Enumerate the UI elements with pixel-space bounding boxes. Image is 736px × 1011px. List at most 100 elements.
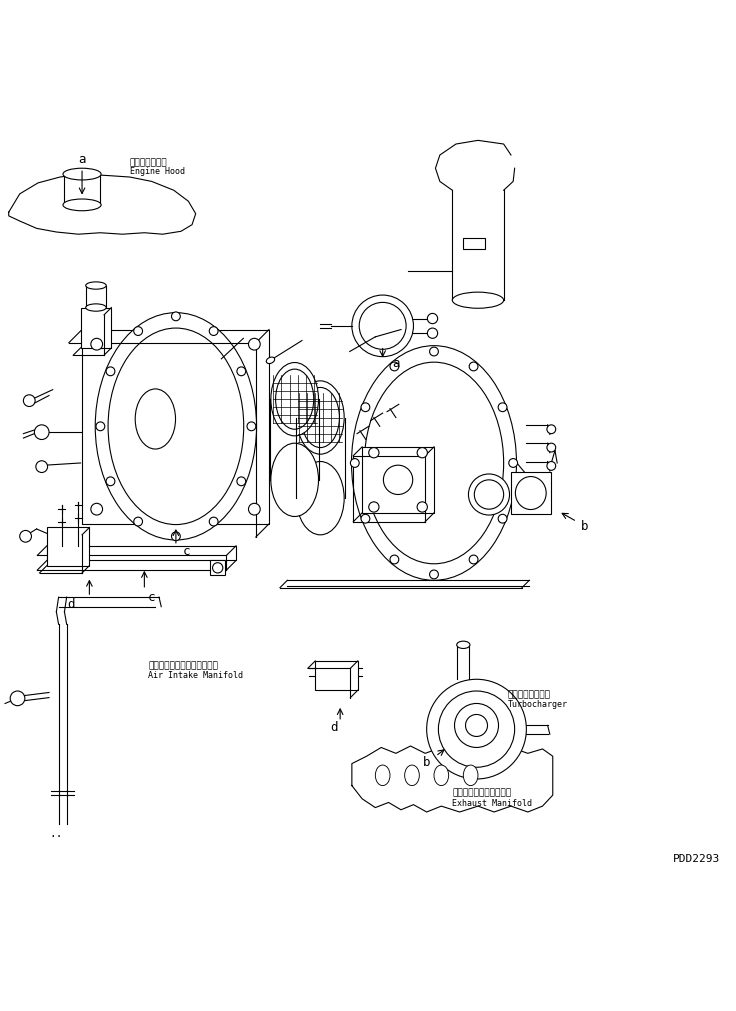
Circle shape (36, 461, 48, 472)
Bar (511, 472, 551, 515)
Circle shape (247, 422, 256, 431)
Bar (210, 560, 225, 575)
Circle shape (369, 448, 379, 458)
Circle shape (359, 302, 406, 350)
Text: b: b (581, 520, 588, 533)
Ellipse shape (266, 357, 275, 364)
Circle shape (10, 691, 25, 706)
Circle shape (474, 480, 503, 510)
Text: c: c (148, 590, 155, 604)
Ellipse shape (352, 346, 517, 580)
Circle shape (20, 531, 32, 542)
Circle shape (417, 448, 428, 458)
Text: Engine Hood: Engine Hood (130, 168, 185, 176)
Circle shape (171, 312, 180, 320)
Circle shape (209, 518, 218, 526)
Ellipse shape (271, 443, 319, 517)
Text: エンジンフード: エンジンフード (130, 158, 167, 167)
Ellipse shape (275, 369, 314, 430)
Bar (315, 661, 358, 691)
Circle shape (213, 563, 223, 573)
Circle shape (171, 532, 180, 541)
Circle shape (361, 515, 369, 523)
Ellipse shape (85, 304, 106, 311)
Circle shape (369, 501, 379, 513)
Ellipse shape (85, 282, 106, 289)
Bar (80, 307, 111, 348)
Text: エアーインテークマニホルド: エアーインテークマニホルド (148, 661, 218, 670)
Circle shape (430, 570, 439, 579)
Ellipse shape (108, 328, 244, 525)
Ellipse shape (297, 461, 344, 535)
Text: d: d (330, 721, 337, 734)
Circle shape (35, 425, 49, 440)
Circle shape (430, 347, 439, 356)
Circle shape (249, 339, 261, 350)
Circle shape (547, 461, 556, 470)
Circle shape (106, 367, 115, 376)
Ellipse shape (297, 381, 344, 454)
Ellipse shape (63, 168, 101, 180)
Circle shape (547, 443, 556, 452)
Circle shape (469, 362, 478, 371)
Circle shape (24, 394, 35, 406)
Text: Air Intake Manifold: Air Intake Manifold (148, 671, 243, 680)
Text: ..: .. (49, 829, 63, 839)
Ellipse shape (383, 465, 413, 494)
Circle shape (134, 518, 143, 526)
Circle shape (237, 367, 246, 376)
Ellipse shape (135, 389, 175, 449)
Ellipse shape (271, 363, 319, 436)
Circle shape (390, 362, 399, 371)
Ellipse shape (453, 292, 503, 308)
Text: Turbocharger: Turbocharger (507, 701, 567, 710)
Circle shape (498, 515, 507, 523)
Ellipse shape (364, 362, 503, 564)
Text: Exhaust Manifold: Exhaust Manifold (453, 799, 532, 808)
Circle shape (249, 503, 261, 515)
Circle shape (509, 459, 517, 467)
Text: c: c (183, 545, 191, 558)
Text: d: d (68, 598, 75, 611)
Text: a: a (392, 358, 400, 370)
Bar (362, 447, 434, 513)
Ellipse shape (464, 765, 478, 786)
Circle shape (96, 422, 105, 431)
Ellipse shape (457, 641, 470, 648)
Circle shape (352, 295, 414, 357)
Circle shape (468, 474, 509, 515)
Circle shape (455, 704, 498, 747)
Circle shape (427, 679, 526, 779)
Circle shape (350, 459, 359, 467)
Circle shape (390, 555, 399, 564)
Ellipse shape (515, 476, 546, 510)
Circle shape (547, 425, 556, 434)
Circle shape (428, 328, 438, 339)
Text: a: a (78, 153, 86, 166)
Circle shape (439, 691, 514, 767)
Ellipse shape (301, 387, 339, 448)
Circle shape (465, 715, 487, 736)
Text: エキゾーストマニホルド: エキゾーストマニホルド (453, 789, 512, 798)
Circle shape (417, 501, 428, 513)
Circle shape (237, 477, 246, 485)
Ellipse shape (63, 199, 101, 210)
Text: b: b (423, 755, 431, 768)
Text: PDD2293: PDD2293 (673, 854, 720, 864)
Ellipse shape (375, 765, 390, 786)
Bar (47, 528, 89, 565)
Ellipse shape (95, 312, 257, 540)
Circle shape (91, 503, 102, 515)
Ellipse shape (434, 765, 449, 786)
Circle shape (91, 339, 102, 350)
Circle shape (428, 313, 438, 324)
Circle shape (498, 402, 507, 411)
Circle shape (134, 327, 143, 336)
Circle shape (106, 477, 115, 485)
Circle shape (361, 402, 369, 411)
Text: ターボチャージャ: ターボチャージャ (507, 691, 551, 700)
Circle shape (209, 327, 218, 336)
Ellipse shape (405, 765, 420, 786)
Bar (464, 238, 485, 249)
Circle shape (469, 555, 478, 564)
